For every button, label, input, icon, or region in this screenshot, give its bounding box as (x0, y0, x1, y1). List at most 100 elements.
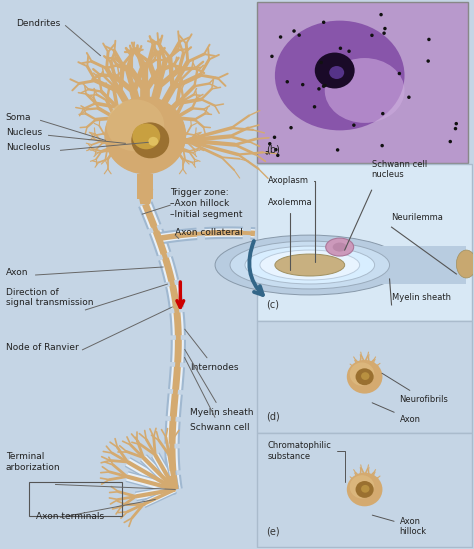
Ellipse shape (148, 137, 158, 146)
FancyBboxPatch shape (257, 433, 472, 547)
Ellipse shape (319, 61, 323, 64)
Ellipse shape (131, 122, 169, 158)
Ellipse shape (273, 136, 276, 139)
Ellipse shape (455, 122, 458, 125)
Text: Axolemma: Axolemma (268, 198, 312, 270)
Ellipse shape (270, 54, 273, 58)
Ellipse shape (245, 246, 374, 284)
Ellipse shape (350, 475, 374, 498)
Ellipse shape (323, 84, 327, 87)
Ellipse shape (454, 127, 457, 130)
Text: –Initial segment: –Initial segment (170, 210, 243, 219)
FancyBboxPatch shape (257, 2, 468, 163)
Ellipse shape (333, 243, 346, 251)
Text: Nucleolus: Nucleolus (6, 143, 50, 152)
Ellipse shape (352, 124, 356, 127)
Ellipse shape (276, 154, 280, 157)
FancyBboxPatch shape (257, 164, 472, 321)
Text: Schwann cell: Schwann cell (184, 357, 250, 432)
Text: Myelin sheath: Myelin sheath (392, 293, 451, 302)
Text: Myelin sheath: Myelin sheath (185, 349, 254, 417)
Text: (c): (c) (266, 300, 279, 310)
Ellipse shape (347, 360, 383, 394)
Ellipse shape (347, 49, 351, 53)
Text: (b): (b) (266, 144, 280, 154)
Ellipse shape (379, 13, 383, 16)
Ellipse shape (215, 235, 404, 295)
Ellipse shape (325, 58, 404, 123)
Text: Chromatophilic
substance: Chromatophilic substance (268, 441, 345, 481)
Text: Node of Ranvier: Node of Ranvier (6, 343, 78, 352)
Ellipse shape (370, 33, 374, 37)
FancyBboxPatch shape (355, 255, 466, 275)
Ellipse shape (301, 83, 304, 86)
Ellipse shape (329, 66, 344, 79)
Ellipse shape (427, 38, 431, 41)
Ellipse shape (289, 126, 293, 130)
Text: Nucleus: Nucleus (6, 128, 42, 137)
Ellipse shape (427, 59, 430, 63)
Ellipse shape (298, 33, 301, 37)
Text: Axon: Axon (372, 403, 420, 424)
FancyBboxPatch shape (137, 174, 153, 199)
Ellipse shape (105, 98, 185, 173)
Ellipse shape (326, 238, 354, 256)
Text: Axon collateral: Axon collateral (175, 228, 243, 237)
Ellipse shape (104, 97, 186, 174)
Text: Soma: Soma (6, 114, 31, 122)
Ellipse shape (268, 142, 272, 145)
Text: (d): (d) (266, 412, 280, 422)
Ellipse shape (313, 105, 316, 109)
Ellipse shape (347, 473, 383, 506)
Ellipse shape (108, 100, 163, 150)
Text: Axon terminals: Axon terminals (36, 512, 104, 522)
Ellipse shape (275, 21, 404, 130)
Ellipse shape (279, 35, 283, 39)
Ellipse shape (275, 254, 345, 276)
Ellipse shape (285, 80, 289, 83)
Ellipse shape (132, 124, 160, 149)
Ellipse shape (260, 250, 360, 280)
Ellipse shape (448, 140, 452, 143)
Text: Axon: Axon (6, 268, 28, 277)
Ellipse shape (339, 47, 342, 50)
Ellipse shape (456, 250, 474, 278)
FancyBboxPatch shape (355, 246, 466, 284)
Text: Direction of
signal transmission: Direction of signal transmission (6, 288, 93, 307)
Ellipse shape (361, 485, 370, 492)
Ellipse shape (106, 99, 164, 152)
FancyBboxPatch shape (355, 249, 466, 281)
Ellipse shape (381, 112, 384, 115)
Ellipse shape (407, 96, 410, 99)
Ellipse shape (317, 87, 321, 91)
Ellipse shape (398, 72, 401, 75)
Text: Internodes: Internodes (185, 329, 238, 372)
Ellipse shape (381, 144, 384, 147)
Ellipse shape (361, 372, 370, 380)
Text: Neurofibrils: Neurofibrils (382, 373, 448, 404)
Ellipse shape (350, 362, 374, 386)
Ellipse shape (315, 53, 355, 88)
Ellipse shape (383, 27, 387, 30)
Text: Schwann cell
nucleus: Schwann cell nucleus (372, 160, 427, 179)
FancyBboxPatch shape (257, 321, 472, 433)
Text: Dendrites: Dendrites (16, 19, 60, 27)
Text: –Axon hillock: –Axon hillock (170, 199, 229, 208)
Text: Neurilemma: Neurilemma (392, 213, 443, 222)
Text: Axon
hillock: Axon hillock (372, 515, 427, 536)
Ellipse shape (230, 241, 390, 289)
Ellipse shape (322, 20, 326, 24)
Ellipse shape (356, 368, 374, 385)
Ellipse shape (274, 148, 278, 152)
Ellipse shape (292, 29, 296, 33)
Ellipse shape (383, 31, 386, 35)
Text: Axoplasm: Axoplasm (268, 176, 315, 262)
Ellipse shape (336, 148, 339, 152)
Ellipse shape (265, 151, 269, 154)
Polygon shape (137, 189, 153, 204)
Text: Terminal
arborization: Terminal arborization (6, 452, 60, 472)
Ellipse shape (356, 481, 374, 498)
Text: Trigger zone:: Trigger zone: (170, 188, 229, 197)
Text: (e): (e) (266, 526, 280, 536)
Ellipse shape (322, 85, 325, 88)
